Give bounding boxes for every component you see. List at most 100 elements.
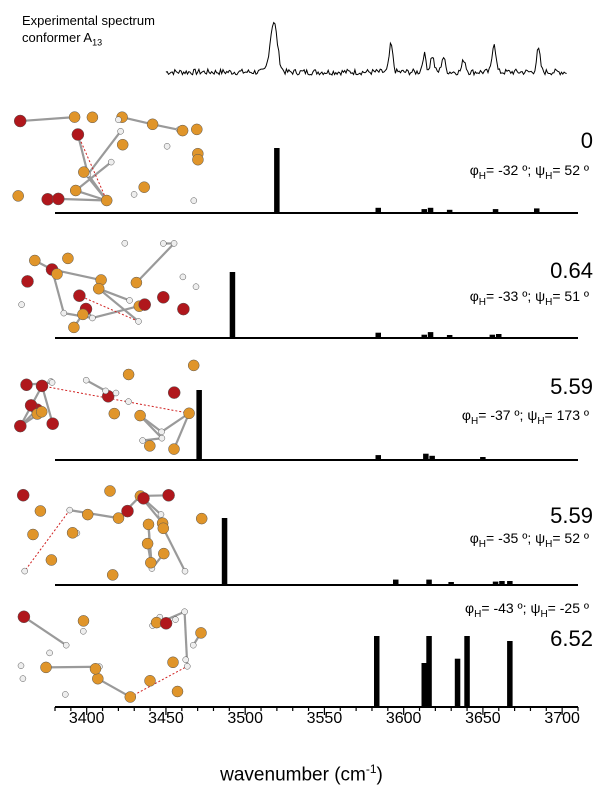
experimental-spectrum-layer	[165, 21, 567, 77]
molecule-atom	[191, 123, 203, 136]
panel-0-bar-5	[492, 209, 499, 213]
molecule-bond	[98, 287, 140, 323]
molecule-atom	[177, 302, 190, 316]
axis-layer	[54, 707, 579, 715]
molecule-atom	[158, 428, 165, 436]
molecule-atom	[157, 291, 170, 304]
panel-1-phi: -33	[498, 288, 519, 304]
panel-0-phi: -32	[498, 162, 519, 178]
panel-3-bar-2	[426, 579, 432, 585]
molecule-atom	[158, 434, 166, 442]
molecule-4-image	[17, 608, 207, 703]
molecule-atom	[71, 128, 85, 141]
molecule-atom	[138, 298, 151, 311]
molecule-atom	[141, 537, 154, 550]
molecule-atom	[46, 417, 59, 430]
molecule-atom	[66, 506, 73, 514]
x-tick-label: 3650	[465, 710, 501, 727]
molecule-atom	[172, 616, 179, 623]
panel-0-psi: 52	[564, 162, 580, 178]
molecule-bond	[75, 161, 112, 192]
panel-2-bar-1	[375, 455, 381, 460]
panel-2-bar-3	[429, 455, 435, 460]
molecule-atom	[134, 409, 146, 422]
molecule-atom	[40, 661, 52, 674]
experimental-spectrum-line	[165, 21, 567, 77]
molecule-atom	[167, 386, 181, 399]
molecule-atom	[92, 672, 104, 685]
molecule-atom	[142, 518, 155, 531]
molecule-bond	[85, 379, 107, 392]
molecule-atom	[130, 276, 143, 289]
molecule-atom	[78, 166, 90, 178]
molecule-atom	[17, 610, 31, 624]
panel-1-bars	[55, 272, 578, 339]
molecule-atom	[34, 505, 47, 517]
molecule-atom	[184, 663, 191, 670]
molecule-atom	[168, 443, 180, 455]
molecule-atom	[68, 111, 81, 123]
x-axis-label: wavenumber (cm-1)	[0, 762, 603, 786]
x-axis-label-text: wavenumber (cm	[220, 764, 366, 786]
molecules-layer	[12, 111, 208, 703]
molecule-atom	[24, 399, 38, 412]
panel-4-angles: φH= -43 º; ψH= -25 º	[465, 600, 589, 620]
x-tick-label: 3500	[227, 710, 263, 727]
molecule-atom	[135, 318, 142, 325]
molecule-bond	[20, 116, 75, 123]
molecule-atom	[29, 254, 41, 267]
molecule-atom	[35, 406, 48, 418]
molecule-atom	[163, 143, 171, 150]
molecule-atom	[92, 282, 105, 295]
molecule-atom	[17, 662, 25, 669]
panel-0-bar-2	[421, 209, 427, 213]
molecule-atom	[181, 608, 188, 615]
molecule-atom	[51, 268, 63, 280]
x-axis-label-close: )	[376, 764, 383, 786]
molecule-atom	[81, 508, 94, 521]
panel-2-bars	[55, 390, 578, 461]
molecule-atom	[116, 138, 129, 151]
exp-label-line2: conformer A	[22, 30, 93, 45]
panel-3-bar-4	[492, 581, 499, 585]
panel-3-bar-1	[393, 579, 399, 585]
panel-1-energy: 0.64	[550, 258, 593, 283]
molecule-atom	[167, 656, 179, 669]
molecule-atom	[106, 569, 119, 581]
panel-0-bar-3	[427, 207, 434, 213]
molecule-atom	[13, 114, 27, 128]
molecule-atom	[45, 554, 58, 566]
molecule-atom	[144, 675, 156, 687]
panel-4-bars	[55, 636, 578, 708]
molecule-atom	[112, 512, 125, 524]
panel-1-psi: 51	[564, 288, 580, 304]
molecule-atom	[89, 314, 96, 322]
panel-3-bar-3	[448, 582, 454, 585]
molecule-1-image	[18, 240, 200, 334]
molecule-atom	[77, 615, 90, 627]
panel-2-phi: -37	[490, 407, 511, 423]
molecule-bond	[69, 509, 119, 520]
panel-2-bar-4	[480, 457, 486, 460]
x-tick-label: 3600	[385, 710, 422, 727]
molecule-atom	[62, 252, 74, 265]
molecule-atom	[121, 504, 134, 518]
molecule-atom	[112, 389, 120, 397]
molecule-atom	[68, 321, 80, 334]
molecule-atom	[20, 378, 33, 392]
x-tick-label: 3450	[148, 710, 184, 727]
molecule-atom	[192, 153, 204, 166]
x-axis-label-sup: -1	[365, 762, 377, 776]
panel-0-bar-1	[375, 207, 381, 213]
panel-1-bar-4	[446, 335, 453, 338]
panel-4-bar-4	[464, 636, 470, 707]
molecule-atom	[195, 627, 207, 639]
panel-4-bar-3	[454, 658, 461, 707]
molecule-atom	[66, 527, 79, 539]
hydrogen-bond	[130, 665, 188, 698]
molecule-atom	[159, 617, 173, 630]
molecule-atom	[157, 522, 170, 535]
molecule-bond	[172, 412, 191, 450]
